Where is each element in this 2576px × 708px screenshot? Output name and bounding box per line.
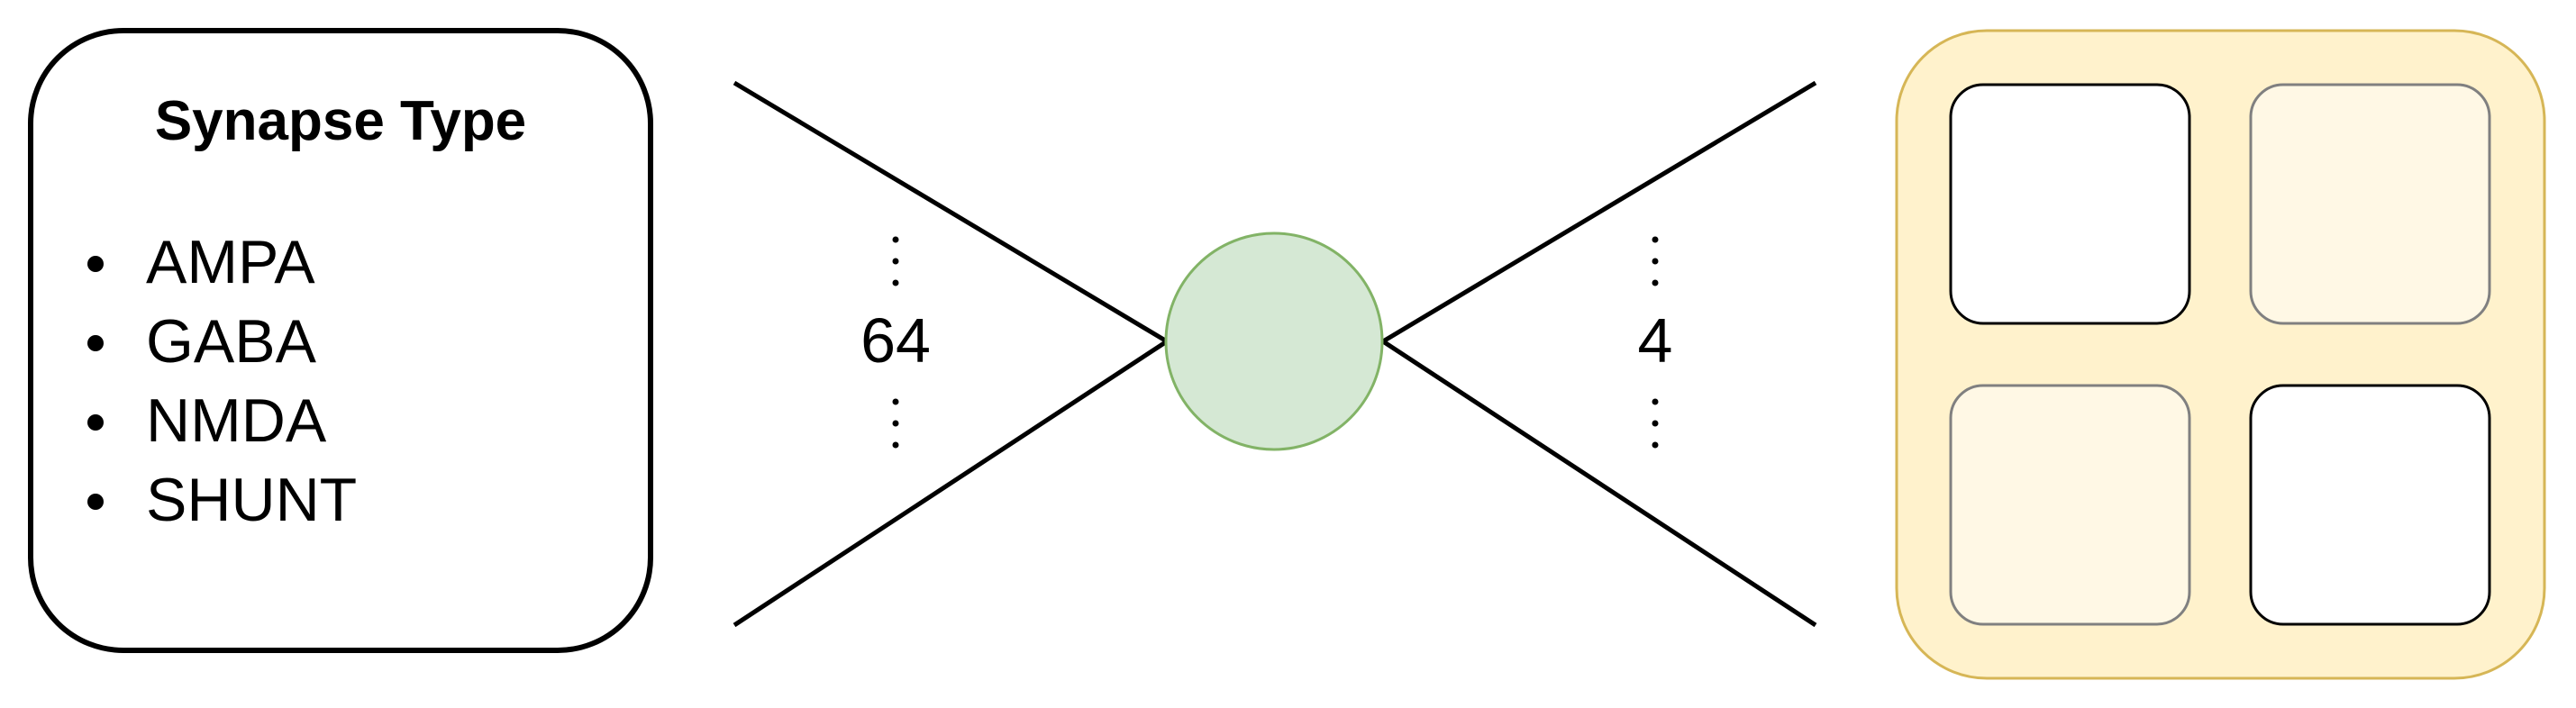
synapse-type-item-gaba: GABA xyxy=(87,302,357,381)
synapse-type-item-nmda: NMDA xyxy=(87,381,357,460)
fan-out-top-line xyxy=(1381,80,1817,344)
synapse-type-list: AMPA GABA NMDA SHUNT xyxy=(87,222,357,540)
synapse-type-title: Synapse Type xyxy=(154,90,527,152)
fan-out-ellipsis-bottom xyxy=(1652,398,1659,449)
synapse-type-item-ampa: AMPA xyxy=(87,222,357,302)
synapse-type-panel: Synapse Type AMPA GABA NMDA SHUNT xyxy=(28,28,653,653)
neuron-node xyxy=(1164,231,1384,451)
output-cell-top-left xyxy=(1949,83,2191,325)
fan-in-ellipsis-top xyxy=(892,236,899,286)
fan-in-ellipsis-bottom xyxy=(892,398,899,449)
output-cell-bottom-left xyxy=(1949,384,2191,626)
synapse-type-item-shunt: SHUNT xyxy=(87,460,357,540)
fan-out-count-label: 4 xyxy=(1638,305,1673,376)
fan-in-top-line xyxy=(733,80,1169,344)
fan-in-bottom-line xyxy=(733,339,1169,628)
output-cell-top-right xyxy=(2249,83,2491,325)
fan-out-bottom-line xyxy=(1381,339,1817,628)
fan-out-ellipsis-top xyxy=(1652,236,1659,286)
output-cell-bottom-right xyxy=(2249,384,2491,626)
fan-in-count-label: 64 xyxy=(860,305,931,376)
